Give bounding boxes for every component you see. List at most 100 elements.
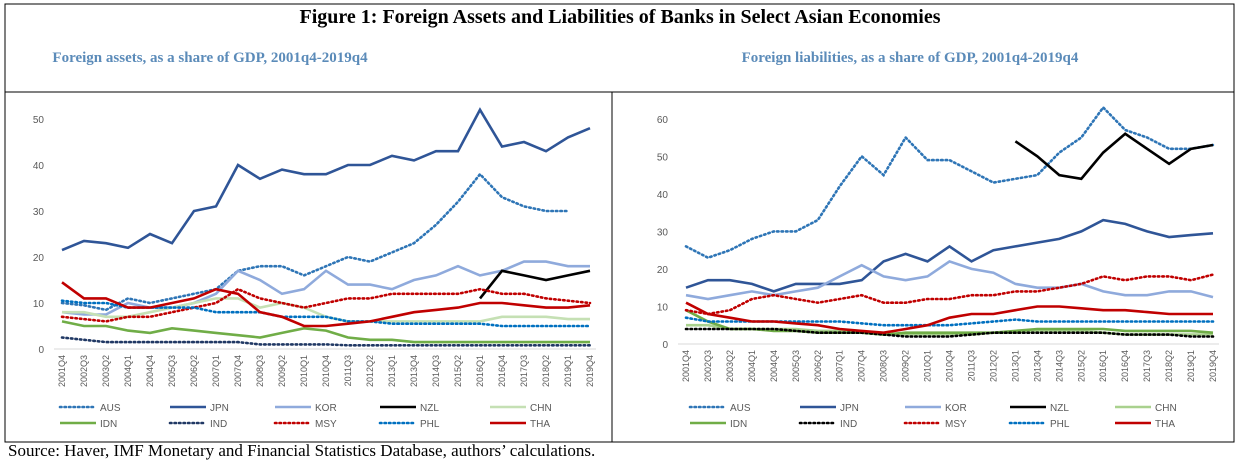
data-line [61,281,591,328]
x-tick-label: 2019Q1 [1186,350,1196,382]
x-tick-label: 2017Q3 [519,355,529,387]
legend-label: NZL [420,403,439,414]
legend-label: MSY [945,419,967,430]
x-tick-label: 2007Q1 [211,355,221,387]
x-tick-label: 2006Q2 [189,355,199,387]
x-tick-label: 2008Q3 [879,350,889,382]
y-tick-label: 10 [657,302,669,313]
x-tick-label: 2013Q1 [1010,350,1020,382]
y-tick-label: 20 [657,265,669,276]
x-tick-label: 2004Q4 [145,355,155,387]
x-tick-label: 2002Q3 [79,355,89,387]
legend-label: JPN [210,403,229,414]
x-tick-label: 2006Q2 [813,350,823,382]
x-tick-label: 2014Q3 [431,355,441,387]
y-tick-label: 40 [33,161,45,172]
y-tick-label: 30 [33,207,45,218]
x-tick-label: 2013Q1 [387,355,397,387]
x-tick-label: 2005Q3 [791,350,801,382]
x-tick-label: 2004Q4 [769,350,779,382]
x-tick-label: 2016Q1 [475,355,485,387]
x-tick-label: 2001Q4 [57,355,67,387]
legend-label: KOR [945,403,967,414]
x-tick-label: 2018Q2 [1164,350,1174,382]
data-line [685,259,1214,301]
x-tick-label: 2009Q2 [901,350,911,382]
data-line [684,273,1215,316]
x-tick-label: 2015Q2 [453,355,463,387]
legend-label: AUS [100,403,121,414]
x-tick-label: 2011Q3 [343,355,353,386]
y-tick-label: 0 [38,345,44,356]
legend-label: AUS [730,403,751,414]
y-tick-label: 0 [662,340,668,351]
y-tick-label: 10 [33,299,45,310]
legend-label: CHN [530,403,552,414]
x-tick-label: 2016Q1 [1098,350,1108,382]
legend-label: IND [840,419,857,430]
y-tick-label: 60 [657,115,669,126]
legend-label: JPN [840,403,859,414]
legend-label: KOR [315,403,337,414]
x-tick-label: 2019Q1 [563,355,573,387]
figure-title: Figure 1: Foreign Assets and Liabilities… [300,6,941,28]
y-tick-label: 20 [33,253,45,264]
y-tick-label: 50 [657,152,669,163]
data-line [685,301,1213,335]
x-tick-label: 2007Q4 [857,350,867,382]
legend-label: PHL [1050,419,1070,430]
legend-label: CHN [1155,403,1177,414]
data-line [685,309,1214,336]
x-tick-label: 2002Q3 [703,350,713,382]
legend-label: THA [530,419,550,430]
x-tick-label: 2011Q3 [966,350,976,381]
x-tick-label: 2013Q4 [1032,350,1042,382]
legend-label: NZL [1050,403,1069,414]
x-tick-label: 2017Q3 [1142,350,1152,382]
x-tick-label: 2019Q4 [1208,350,1218,382]
x-tick-label: 2001Q4 [681,350,691,382]
data-line [60,299,592,328]
legend-label: IDN [730,419,747,430]
data-line [60,287,592,323]
x-tick-label: 2014Q3 [1054,350,1064,382]
chart-subtitle: Foreign assets, as a share of GDP, 2001q… [52,50,368,66]
x-tick-label: 2004Q1 [123,355,133,387]
legend-label: THA [1155,419,1175,430]
x-tick-label: 2009Q2 [277,355,287,387]
x-tick-label: 2008Q3 [255,355,265,387]
x-tick-label: 2015Q2 [1076,350,1086,382]
x-tick-label: 2010Q1 [923,350,933,382]
x-tick-label: 2016Q4 [1120,350,1130,382]
data-line [478,269,591,300]
x-tick-label: 2010Q4 [945,350,955,382]
data-line [60,172,570,312]
legend-label: IDN [100,419,117,430]
data-line [60,336,592,347]
data-line [61,107,591,252]
x-tick-label: 2003Q2 [101,355,111,387]
legend-label: IND [210,419,227,430]
legend-label: PHL [420,419,440,430]
x-tick-label: 2019Q4 [585,355,595,387]
x-tick-label: 2012Q2 [988,350,998,382]
chart-subtitle: Foreign liabilities, as a share of GDP, … [742,50,1079,66]
data-line [685,218,1214,293]
x-tick-label: 2010Q1 [299,355,309,387]
data-line [1014,132,1214,181]
x-tick-label: 2007Q1 [835,350,845,382]
source-note: Source: Haver, IMF Monetary and Financia… [8,441,595,460]
x-tick-label: 2018Q2 [541,355,551,387]
x-tick-label: 2013Q4 [409,355,419,387]
x-tick-label: 2012Q2 [365,355,375,387]
legend-label: MSY [315,419,337,430]
data-line [684,105,1215,260]
x-tick-label: 2005Q3 [167,355,177,387]
x-tick-label: 2010Q4 [321,355,331,387]
y-tick-label: 30 [657,227,669,238]
y-tick-label: 40 [657,190,669,201]
x-tick-label: 2016Q4 [497,355,507,387]
y-tick-label: 50 [33,115,45,126]
x-tick-label: 2004Q1 [747,350,757,382]
